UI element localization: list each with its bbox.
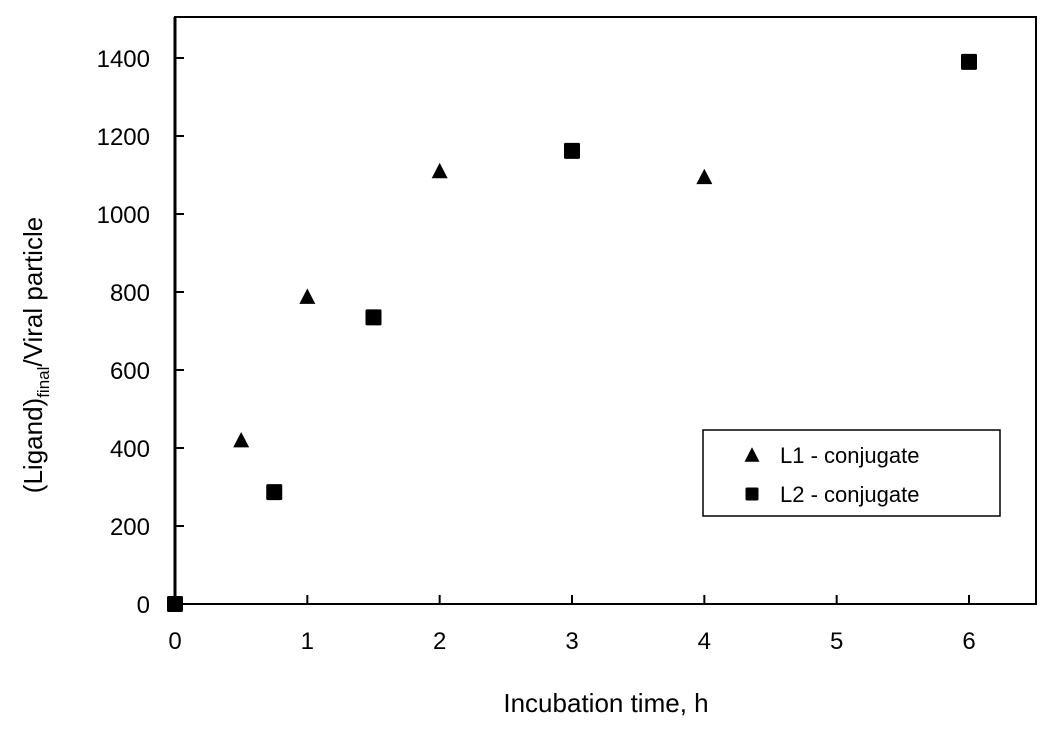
x-tick-label: 2: [433, 628, 446, 655]
y-tick-label: 200: [110, 514, 150, 541]
square-marker: [167, 596, 183, 612]
data-points: [167, 53, 977, 612]
plot-frame: [173, 16, 1037, 605]
x-axis-title: Incubation time, h: [503, 688, 708, 718]
x-tick-label: 3: [565, 628, 578, 655]
y-axis-title: (Ligand)final/Viral particle: [18, 217, 53, 493]
x-tick-label: 0: [168, 628, 181, 655]
y-tick-label: 0: [137, 592, 150, 619]
y-axis-title-subscript: final: [34, 367, 53, 398]
x-tick-label: 6: [962, 628, 975, 655]
legend-box: [702, 429, 1001, 517]
x-tick-label: 4: [698, 628, 711, 655]
square-marker: [961, 53, 977, 70]
legend-label: L1 - conjugate: [780, 443, 919, 468]
y-axis-title-rest: /Viral particle: [18, 217, 48, 367]
triangle-marker: [299, 288, 316, 304]
x-axis-ticks: 0 1 2 3 4 5 6: [168, 595, 976, 655]
y-tick-label: 800: [110, 280, 150, 307]
triangle-marker: [696, 168, 713, 185]
triangle-marker: [431, 162, 448, 179]
y-tick-label: 400: [110, 436, 150, 463]
y-axis-ticks: 0 200 400 600 800 1000 1200 1400: [97, 46, 184, 619]
square-marker: [564, 142, 580, 159]
legend: L1 - conjugate L2 - conjugate: [702, 429, 1001, 517]
y-axis-title-main: (Ligand): [18, 398, 48, 493]
y-tick-label: 600: [110, 358, 150, 385]
x-tick-label: 5: [830, 628, 843, 655]
triangle-marker: [233, 432, 250, 448]
y-tick-label: 1200: [97, 124, 150, 151]
legend-triangle-icon: [744, 447, 760, 462]
x-tick-label: 1: [301, 628, 314, 655]
square-marker: [266, 484, 283, 501]
square-marker: [365, 309, 382, 326]
y-tick-label: 1000: [97, 202, 150, 229]
legend-label: L2 - conjugate: [780, 482, 919, 507]
y-tick-label: 1400: [97, 46, 150, 73]
legend-square-icon: [745, 487, 759, 501]
